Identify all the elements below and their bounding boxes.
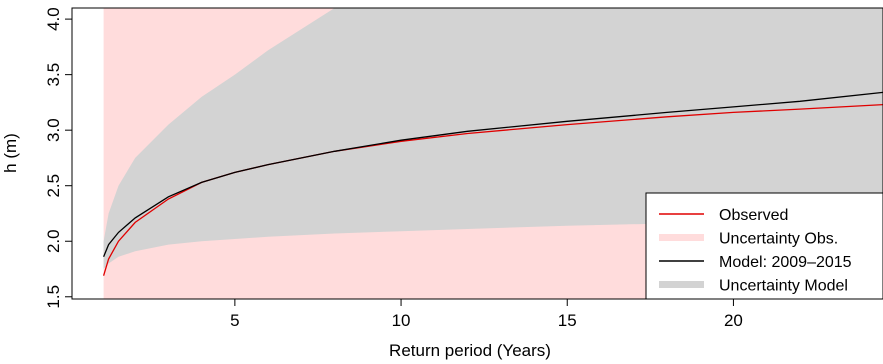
- legend-label-model-2009-2015: Model: 2009–2015: [719, 254, 852, 271]
- y-tick-label: 2.0: [44, 229, 63, 253]
- line-model-2009-2015: [102, 91, 883, 258]
- x-axis: 5 10 15 20: [230, 298, 743, 330]
- legend-label-observed: Observed: [719, 207, 788, 224]
- legend-label-uncertainty-obs: Uncertainty Obs.: [719, 231, 838, 248]
- legend: Observed Uncertainty Obs. Model: 2009–2015…: [645, 192, 883, 300]
- x-axis-title: Return period (Years): [389, 341, 551, 360]
- x-tick-label: 10: [392, 311, 411, 330]
- y-tick-label: 3.5: [44, 63, 63, 87]
- x-tick-label: 5: [230, 311, 239, 330]
- x-tick-label: 20: [724, 311, 743, 330]
- y-axis: 1.5 2.0 2.5 3.0 3.5 4.0: [44, 7, 73, 309]
- y-tick-label: 2.5: [44, 174, 63, 198]
- legend-label-uncertainty-model: Uncertainty Model: [719, 278, 848, 295]
- y-tick-label: 1.5: [44, 285, 63, 309]
- y-tick-label: 4.0: [44, 7, 63, 31]
- x-tick-label: 15: [558, 311, 577, 330]
- series-lines: [102, 91, 883, 276]
- y-axis-title: h (m): [1, 133, 20, 173]
- y-tick-label: 3.0: [44, 118, 63, 142]
